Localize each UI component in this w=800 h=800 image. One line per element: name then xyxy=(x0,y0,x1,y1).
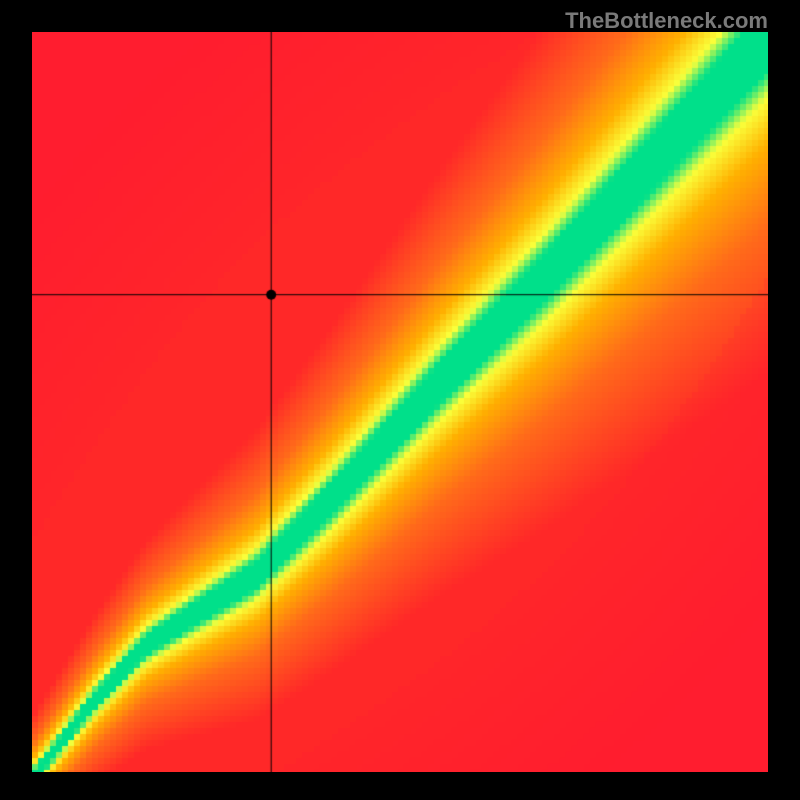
chart-container: TheBottleneck.com xyxy=(0,0,800,800)
watermark-text: TheBottleneck.com xyxy=(565,8,768,34)
bottleneck-heatmap xyxy=(32,32,768,772)
